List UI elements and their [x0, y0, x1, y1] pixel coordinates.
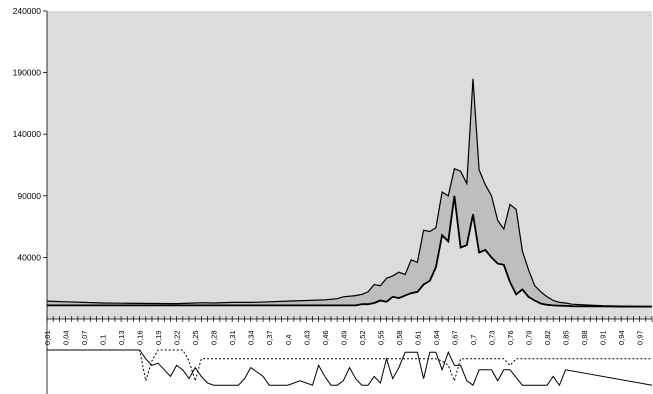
x-tick-label: 0,82	[543, 330, 552, 345]
x-tick-label: 0,46	[321, 330, 330, 345]
x-tick-label: 0,19	[154, 330, 163, 345]
series-layer	[46, 78, 653, 308]
x-tick-label: 0,01	[43, 330, 52, 345]
x-tick-label: 0,34	[247, 330, 256, 345]
x-tick-label: 0,61	[413, 330, 422, 345]
x-tick-label: 0,58	[395, 330, 404, 345]
x-tick-label: 0,25	[191, 330, 200, 345]
y-tick-label: 140000	[13, 129, 42, 139]
x-tick-label: 0,88	[580, 330, 589, 345]
x-tick-label: 0,7	[469, 335, 478, 345]
x-tick-label: 0,67	[450, 330, 459, 345]
x-tick-label: 0,49	[339, 330, 348, 345]
x-tick-label: 0,4	[284, 335, 293, 345]
series-band	[47, 78, 652, 307]
y-tick-label: 40000	[17, 252, 41, 262]
x-tick-label: 0,64	[432, 330, 441, 345]
y-tick-layer: 40000 90000 140000 190000 240000	[13, 6, 47, 262]
x-tick-label: 0,55	[376, 330, 385, 345]
y-tick-label: 90000	[17, 191, 41, 201]
x-tick-label: 0,1	[99, 335, 108, 345]
x-tick-label: 0,43	[302, 330, 311, 345]
plot-area	[47, 11, 652, 319]
lower-series-line-1	[47, 349, 653, 387]
series-line-1	[46, 78, 653, 307]
lower-series-line-2	[47, 349, 652, 383]
x-tick-label: 0,91	[599, 330, 608, 345]
y-tick-label: 190000	[13, 68, 42, 78]
band-layer	[47, 78, 652, 307]
x-tick-label: 0,16	[136, 330, 145, 345]
x-tick-label: 0,85	[562, 330, 571, 345]
lower-panel	[47, 349, 653, 387]
y-tick-label: 240000	[13, 6, 42, 16]
x-tick-label: 0,28	[210, 330, 219, 345]
x-tick-label: 0,37	[265, 330, 274, 345]
x-tick-label: 0,31	[228, 330, 237, 345]
x-tick-layer: 0,01 0,04 0,07 0,1 0,13 0,16 0,19 0,22 0,25 0,28 0…	[43, 316, 653, 345]
x-tick-label: 0,52	[358, 330, 367, 345]
x-tick-label: 0,76	[506, 330, 515, 345]
x-tick-label: 0,22	[173, 330, 182, 345]
x-tick-label: 0,79	[525, 330, 534, 345]
x-tick-label: 0,94	[617, 330, 626, 345]
x-tick-label: 0,13	[117, 330, 126, 345]
x-tick-label: 0,97	[636, 330, 645, 345]
x-tick-label: 0,04	[62, 330, 71, 345]
x-tick-label: 0,73	[487, 330, 496, 345]
x-tick-label: 0,07	[80, 330, 89, 345]
series-line-2	[47, 195, 652, 308]
